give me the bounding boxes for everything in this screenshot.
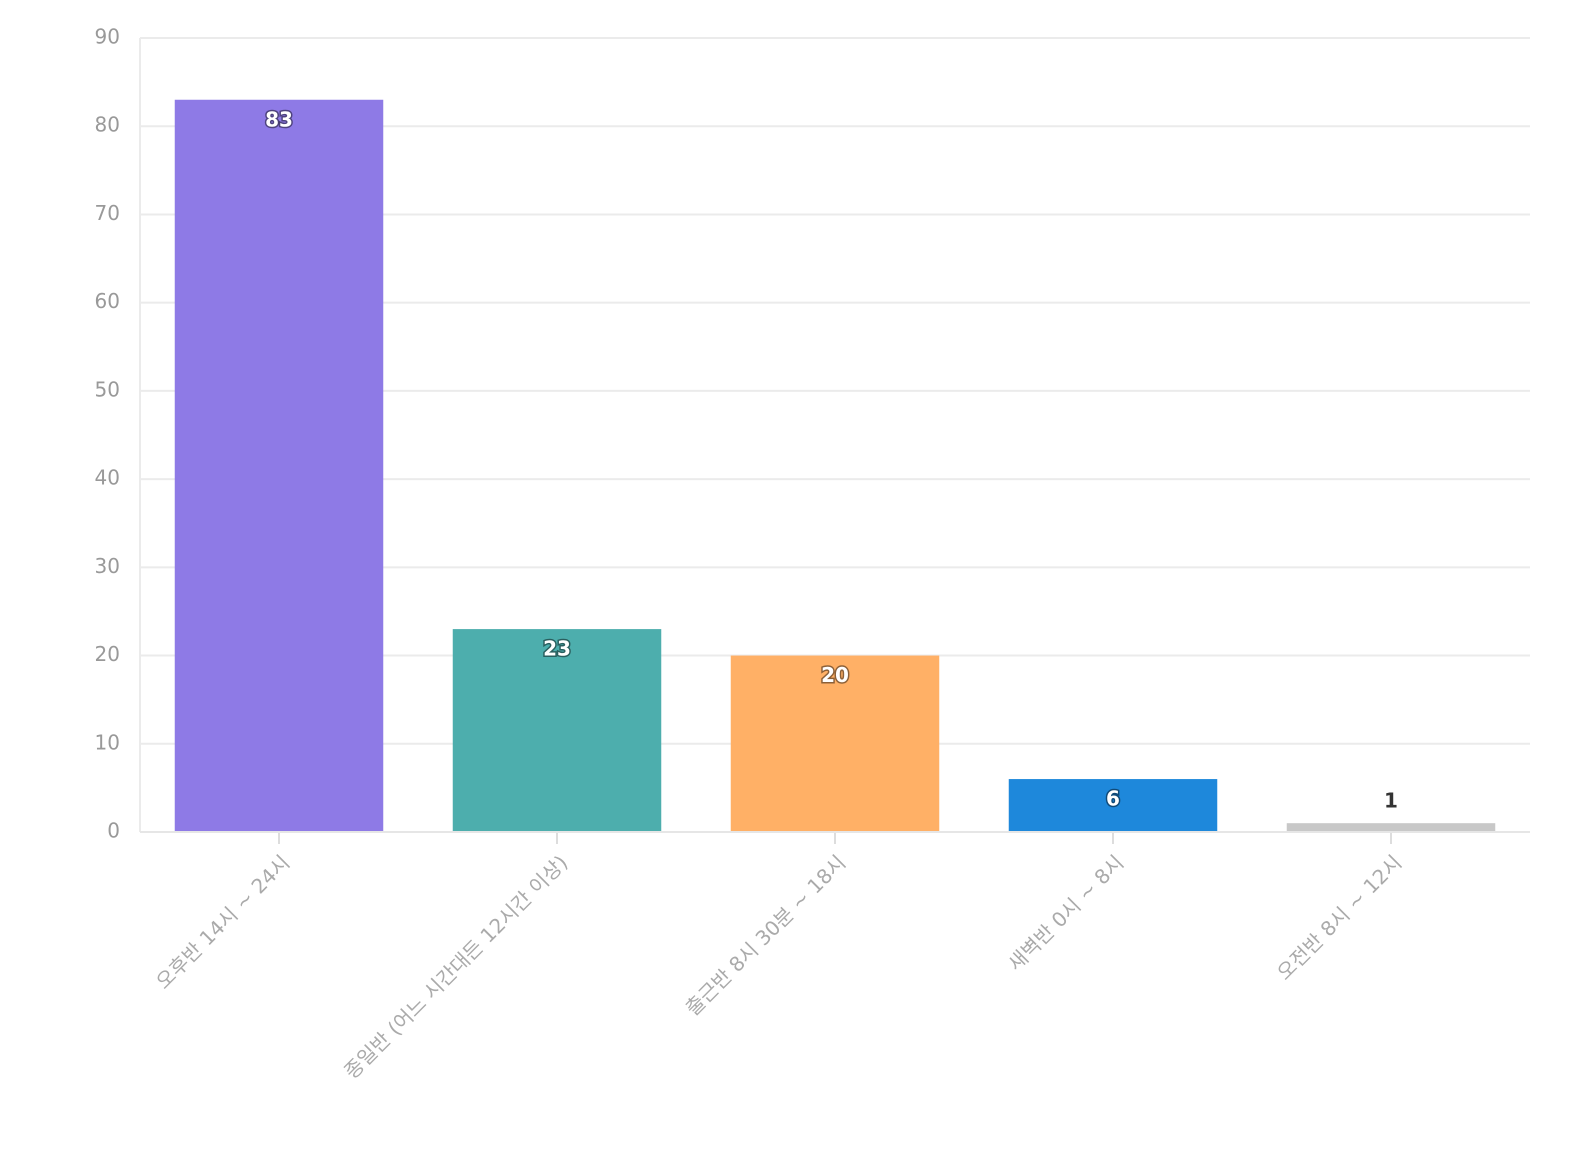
x-tick-label: 종일반 (어느 시간대든 12시간 이상) <box>339 850 572 1083</box>
bar <box>730 655 940 832</box>
x-tick-label: 새벽반 0시 ~ 8시 <box>1003 850 1128 975</box>
y-tick-label: 70 <box>95 201 120 225</box>
y-tick-label: 10 <box>95 730 120 754</box>
y-tick-label: 0 <box>107 819 120 843</box>
bar <box>1286 823 1496 832</box>
value-label: 83 <box>265 107 293 131</box>
y-tick-label: 20 <box>95 642 120 666</box>
value-label: 6 <box>1106 787 1120 811</box>
bar <box>174 99 384 832</box>
y-tick-label: 90 <box>95 25 120 49</box>
x-tick-label: 오후반 14시 ~ 24시 <box>151 850 294 993</box>
y-tick-label: 60 <box>95 289 120 313</box>
y-tick-label: 50 <box>95 377 120 401</box>
value-label: 20 <box>821 663 849 687</box>
value-label: 23 <box>543 637 571 661</box>
y-tick-label: 80 <box>95 113 120 137</box>
x-tick-label: 출근반 8시 30분 ~ 18시 <box>681 850 851 1020</box>
y-tick-label: 30 <box>95 554 120 578</box>
x-tick-label: 오전반 8시 ~ 12시 <box>1272 850 1406 984</box>
y-tick-label: 40 <box>95 466 120 490</box>
bar <box>1008 779 1218 832</box>
bar <box>452 629 662 832</box>
value-label: 1 <box>1384 789 1398 813</box>
